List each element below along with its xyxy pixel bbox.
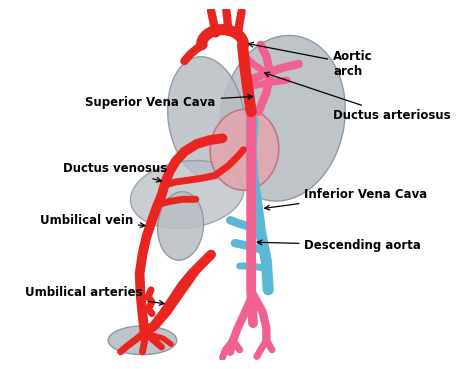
Text: Ductus venosus: Ductus venosus — [64, 162, 168, 182]
Text: Aortic
arch: Aortic arch — [248, 42, 373, 78]
Text: Superior Vena Cava: Superior Vena Cava — [85, 94, 253, 108]
Ellipse shape — [108, 326, 177, 355]
Text: Ductus arteriosus: Ductus arteriosus — [264, 72, 451, 122]
Ellipse shape — [168, 57, 245, 180]
Ellipse shape — [157, 192, 203, 260]
Text: Inferior Vena Cava: Inferior Vena Cava — [265, 188, 428, 210]
Text: Umbilical vein: Umbilical vein — [39, 214, 145, 228]
Ellipse shape — [220, 35, 345, 201]
Ellipse shape — [210, 109, 279, 190]
Text: Umbilical arteries: Umbilical arteries — [25, 286, 164, 305]
Ellipse shape — [130, 161, 244, 228]
Text: Descending aorta: Descending aorta — [257, 238, 421, 252]
